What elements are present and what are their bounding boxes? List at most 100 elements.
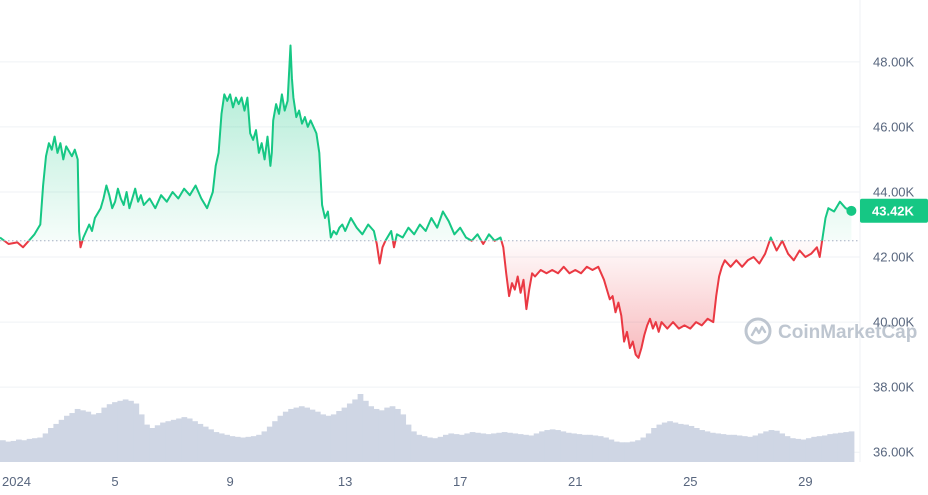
volume-bar	[720, 434, 727, 462]
volume-bar	[709, 432, 716, 462]
volume-bar	[362, 400, 369, 462]
volume-bar	[69, 413, 76, 462]
volume-bar	[784, 436, 791, 462]
volume-bar	[496, 432, 503, 462]
volume-bar	[555, 430, 561, 462]
volume-bar	[96, 413, 102, 462]
volume-bar	[523, 434, 529, 462]
volume-bar	[373, 408, 380, 462]
volume-bar	[80, 410, 86, 462]
volume-bar	[453, 434, 460, 462]
volume-bar	[693, 428, 700, 462]
volume-bar	[304, 407, 310, 462]
volume-bar	[64, 415, 70, 462]
volume-bar	[112, 402, 118, 462]
volume-bar	[549, 429, 556, 462]
volume-bar	[85, 411, 92, 462]
volume-bar	[427, 437, 433, 462]
volume-bar	[848, 431, 855, 462]
volume-bar	[181, 417, 188, 462]
volume-bar	[122, 399, 129, 462]
x-tick-label: 2024	[2, 474, 31, 489]
volume-bar	[128, 400, 134, 462]
volume-bar	[501, 432, 508, 462]
volume-bar	[298, 406, 305, 462]
volume-bar	[282, 411, 289, 462]
watermark: CoinMarketCap	[744, 317, 917, 345]
volume-bar	[651, 428, 657, 462]
volume-bar	[528, 435, 535, 462]
volume-bar	[330, 414, 337, 462]
volume-bar	[384, 407, 391, 462]
volume-bar	[58, 419, 65, 462]
volume-bar	[656, 424, 663, 462]
volume-bar	[539, 431, 545, 462]
volume-bar	[26, 438, 33, 462]
volume-bar	[613, 441, 620, 462]
volume-bar	[277, 415, 284, 462]
volume-bar	[789, 438, 796, 462]
volume-bar	[240, 437, 246, 462]
current-price-tag: 43.42K	[860, 198, 928, 223]
last-price-dot	[846, 205, 857, 216]
volume-bar	[763, 431, 769, 462]
volume-bar	[688, 425, 695, 462]
y-tick-label: 42.00K	[873, 250, 915, 265]
volume-bar	[619, 442, 625, 462]
volume-bar	[272, 421, 278, 462]
x-tick-label: 9	[226, 474, 233, 489]
volume-bar	[517, 434, 524, 462]
volume-bar	[149, 428, 156, 462]
volume-bar	[512, 433, 519, 462]
volume-bar	[213, 432, 220, 462]
x-tick-label: 13	[338, 474, 352, 489]
volume-bar	[731, 434, 737, 462]
volume-bar	[266, 426, 273, 462]
volume-bar	[16, 439, 22, 462]
volume-bar	[410, 431, 417, 462]
volume-bar	[837, 432, 844, 462]
x-tick-label: 5	[111, 474, 118, 489]
current-price-label: 43.42K	[872, 203, 915, 218]
volume-bar	[533, 433, 540, 462]
volume-bar	[186, 418, 193, 462]
volume-bar	[603, 437, 609, 462]
y-tick-label: 40.00K	[873, 315, 915, 330]
volume-bar	[160, 422, 166, 462]
price-line-up	[0, 44, 852, 241]
volume-bar	[667, 421, 673, 462]
volume-bar	[805, 438, 812, 462]
price-line-down	[2, 240, 824, 359]
volume-bar	[314, 411, 321, 462]
volume-bar	[437, 436, 444, 462]
volume-bar	[48, 428, 54, 462]
volume-bar	[597, 436, 604, 462]
volume-bar	[741, 436, 748, 462]
grid-lines	[0, 0, 861, 462]
volume-bar	[645, 433, 652, 462]
volume-bar	[288, 408, 294, 462]
volume-bar	[773, 430, 780, 462]
volume-bar	[811, 436, 818, 462]
volume-bar	[507, 432, 513, 462]
volume-bar	[421, 436, 428, 462]
volume-bar	[352, 399, 359, 462]
volume-bar	[202, 426, 209, 462]
volume-bar	[0, 440, 6, 462]
volume-bar	[683, 424, 689, 462]
volume-bar	[677, 423, 684, 462]
volume-bar	[560, 431, 567, 462]
volume-bar	[261, 431, 268, 462]
volume-bar	[752, 435, 759, 462]
volume-bars	[0, 394, 855, 462]
volume-bar	[443, 434, 449, 462]
volume-bar	[357, 394, 364, 462]
volume-bar	[394, 408, 401, 462]
volume-bar	[320, 414, 326, 462]
volume-bar	[165, 421, 172, 462]
volume-bar	[576, 434, 583, 462]
volume-bar	[117, 400, 124, 462]
volume-bar	[827, 434, 834, 462]
volume-bar	[5, 441, 12, 462]
